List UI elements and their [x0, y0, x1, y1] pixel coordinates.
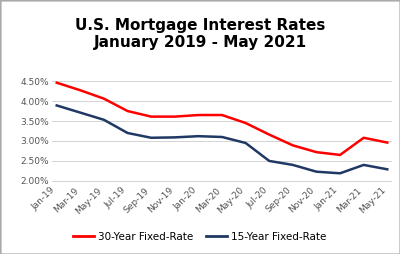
30-Year Fixed-Rate: [361, 136, 366, 139]
15-Year Fixed-Rate: [78, 111, 83, 114]
15-Year Fixed-Rate: [220, 135, 224, 138]
30-Year Fixed-Rate: [267, 133, 272, 136]
15-Year Fixed-Rate: [102, 118, 106, 121]
30-Year Fixed-Rate: [338, 153, 342, 156]
15-Year Fixed-Rate: [267, 160, 272, 163]
15-Year Fixed-Rate: [125, 132, 130, 135]
30-Year Fixed-Rate: [290, 144, 295, 147]
15-Year Fixed-Rate: [338, 172, 342, 175]
30-Year Fixed-Rate: [220, 114, 224, 117]
15-Year Fixed-Rate: [385, 168, 390, 171]
30-Year Fixed-Rate: [385, 141, 390, 144]
15-Year Fixed-Rate: [314, 170, 319, 173]
30-Year Fixed-Rate: [102, 97, 106, 100]
Line: 15-Year Fixed-Rate: 15-Year Fixed-Rate: [57, 105, 387, 173]
15-Year Fixed-Rate: [196, 135, 201, 138]
15-Year Fixed-Rate: [54, 104, 59, 107]
30-Year Fixed-Rate: [125, 109, 130, 113]
30-Year Fixed-Rate: [54, 81, 59, 84]
Text: U.S. Mortgage Interest Rates
January 2019 - May 2021: U.S. Mortgage Interest Rates January 201…: [75, 18, 325, 50]
30-Year Fixed-Rate: [196, 114, 201, 117]
30-Year Fixed-Rate: [149, 115, 154, 118]
15-Year Fixed-Rate: [361, 163, 366, 166]
15-Year Fixed-Rate: [243, 141, 248, 145]
30-Year Fixed-Rate: [243, 121, 248, 124]
30-Year Fixed-Rate: [78, 89, 83, 92]
15-Year Fixed-Rate: [290, 163, 295, 166]
15-Year Fixed-Rate: [172, 136, 177, 139]
30-Year Fixed-Rate: [314, 151, 319, 154]
Legend: 30-Year Fixed-Rate, 15-Year Fixed-Rate: 30-Year Fixed-Rate, 15-Year Fixed-Rate: [69, 228, 331, 246]
Line: 30-Year Fixed-Rate: 30-Year Fixed-Rate: [57, 83, 387, 155]
15-Year Fixed-Rate: [149, 136, 154, 139]
30-Year Fixed-Rate: [172, 115, 177, 118]
